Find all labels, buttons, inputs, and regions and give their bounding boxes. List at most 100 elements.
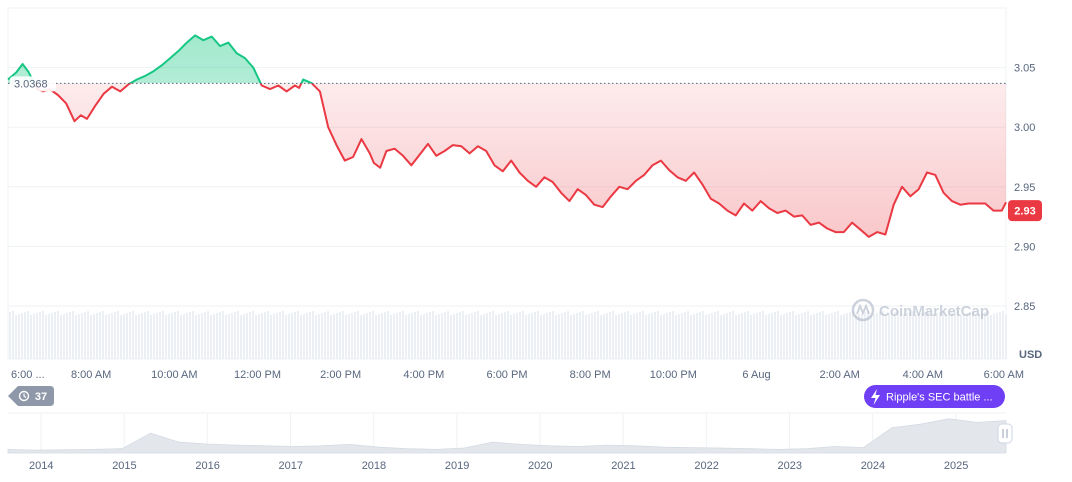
volume-bar [366,313,368,359]
volume-bar [618,314,620,359]
volume-bar [933,314,935,359]
volume-bar [435,315,437,359]
volume-bar [15,315,17,359]
volume-bar [78,314,80,359]
volume-bar [291,313,293,359]
year-label: 2018 [362,460,386,472]
volume-bar [123,314,125,359]
volume-bar [201,313,203,359]
volume-bar [9,312,11,359]
watermark-text: CoinMarketCap [879,303,989,320]
volume-bar [474,312,476,359]
volume-bar [846,313,848,359]
volume-bar [285,315,287,359]
y-tick-label: 3.00 [1014,122,1035,134]
volume-bar [663,314,665,359]
volume-bar [537,311,539,359]
volume-bar [771,313,773,359]
volume-bar [390,315,392,359]
volume-bar [126,313,128,359]
volume-bar [972,311,974,359]
volume-bar [918,314,920,359]
news-badge[interactable]: Ripple's SEC battle ... [864,385,1005,408]
volume-bar [669,312,671,359]
volume-bar [336,313,338,359]
volume-bar [885,315,887,359]
volume-bar [699,312,701,359]
volume-bar [735,315,737,359]
volume-bar [417,311,419,359]
volume-bar [453,314,455,359]
volume-bar [246,313,248,359]
svg-text:3.0368: 3.0368 [14,78,48,90]
volume-bar [513,314,515,359]
volume-bar [177,311,179,359]
volume-bar [207,311,209,359]
volume-bar [927,311,929,359]
volume-bar [216,313,218,359]
coinmarketcap-watermark: CoinMarketCap [851,298,989,322]
volume-bar [225,315,227,359]
volume-bar [150,315,152,359]
volume-bar [228,314,230,359]
volume-bar [147,311,149,359]
volume-bar [930,315,932,359]
navigator-handle[interactable] [997,423,1013,444]
volume-bar [420,315,422,359]
volume-bar [687,311,689,359]
volume-bar [600,315,602,359]
volume-bar [396,313,398,359]
volume-bar [192,311,194,359]
volume-bar [243,314,245,359]
volume-bar [852,311,854,359]
volume-bar [702,311,704,359]
volume-bar [159,312,161,359]
volume-bar [750,315,752,359]
volume-bar [183,314,185,359]
history-badge[interactable]: 37 [8,386,54,406]
volume-bar [945,315,947,359]
volume-bar [783,314,785,359]
volume-bar [300,315,302,359]
volume-bar [645,315,647,359]
volume-bar [708,314,710,359]
volume-bar [774,312,776,359]
volume-bar [879,312,881,359]
volume-bar [273,314,275,359]
volume-bar [72,311,74,359]
volume-bar [135,315,137,359]
volume-bar [213,314,215,359]
history-navigator[interactable]: 2014 2015 2016 2017 2018 2019 2020 2021 2022 2023… [7,412,1013,472]
volume-bar [354,312,356,359]
volume-bar [651,313,653,359]
volume-bar [393,314,395,359]
volume-bar [204,312,206,359]
volume-bar [738,314,740,359]
volume-bar [912,311,914,359]
volume-bar [27,311,29,359]
volume-bar [261,313,263,359]
volume-bar [414,312,416,359]
x-tick-label: 4:00 AM [903,369,943,381]
volume-bar [276,313,278,359]
volume-bar [441,313,443,359]
volume-bar [540,315,542,359]
volume-bar [45,315,47,359]
volume-bar [93,314,95,359]
volume-bar [429,312,431,359]
volume-bar [234,312,236,359]
volume-bar [831,313,833,359]
volume-bar [267,311,269,359]
volume-bar [447,311,449,359]
volume-bar [495,315,497,359]
volume-bar [294,312,296,359]
volume-bar [693,314,695,359]
volume-bar [450,315,452,359]
volume-bar [681,313,683,359]
volume-bar [546,313,548,359]
volume-bar [378,314,380,359]
volume-bar [990,315,992,359]
volume-bar [456,313,458,359]
volume-bar [153,314,155,359]
